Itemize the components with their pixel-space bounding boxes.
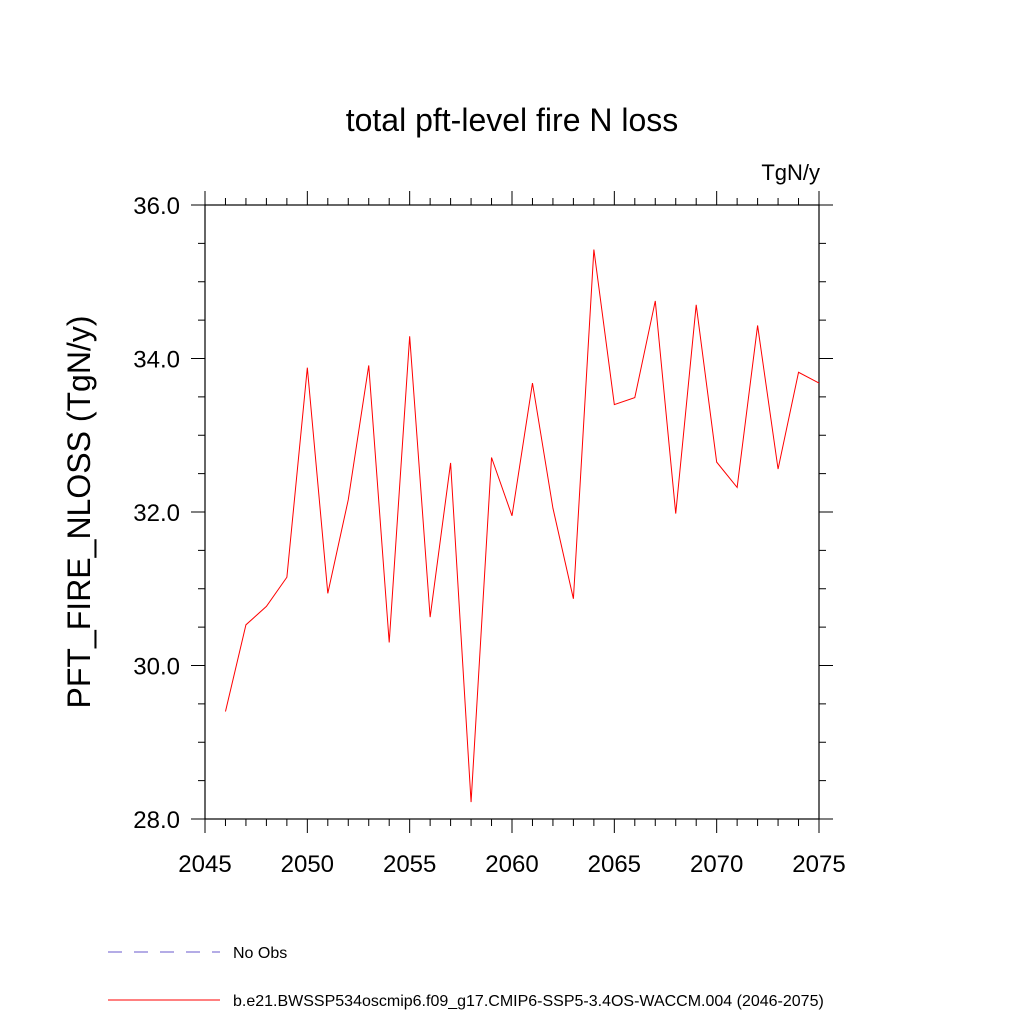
ticks-group: 2045 2050 2055 2060 2065 2070 2075 28.0 30.0 32.0… [133,191,846,878]
series-line [224,249,820,803]
y-tick-label: 30.0 [133,654,180,681]
legend-label: No Obs [233,945,287,962]
legend: No Obs b.e21.BWSSP534oscmip6.f09_g17.CMIP… [108,945,824,1010]
x-tick-label: 2045 [178,851,231,878]
y-tick-label: 34.0 [133,347,180,374]
x-tick-label: 2060 [485,851,538,878]
series-group [224,249,820,803]
units-label: TgN/y [761,160,820,185]
x-tick-label: 2070 [690,851,743,878]
chart-title: total pft-level fire N loss [346,102,679,138]
legend-label: b.e21.BWSSP534oscmip6.f09_g17.CMIP6-SSP5… [233,993,824,1010]
x-tick-label: 2065 [588,851,641,878]
plot-frame [204,204,820,820]
x-tick-label: 2055 [383,851,436,878]
y-tick-label: 28.0 [133,807,180,834]
x-tick-label: 2050 [281,851,334,878]
axes-group [204,204,820,820]
y-axis-title: PFT_FIRE_NLOSS (TgN/y) [61,316,97,709]
y-tick-label: 32.0 [133,500,180,527]
y-tick-label: 36.0 [133,193,180,220]
x-tick-label: 2075 [792,851,845,878]
